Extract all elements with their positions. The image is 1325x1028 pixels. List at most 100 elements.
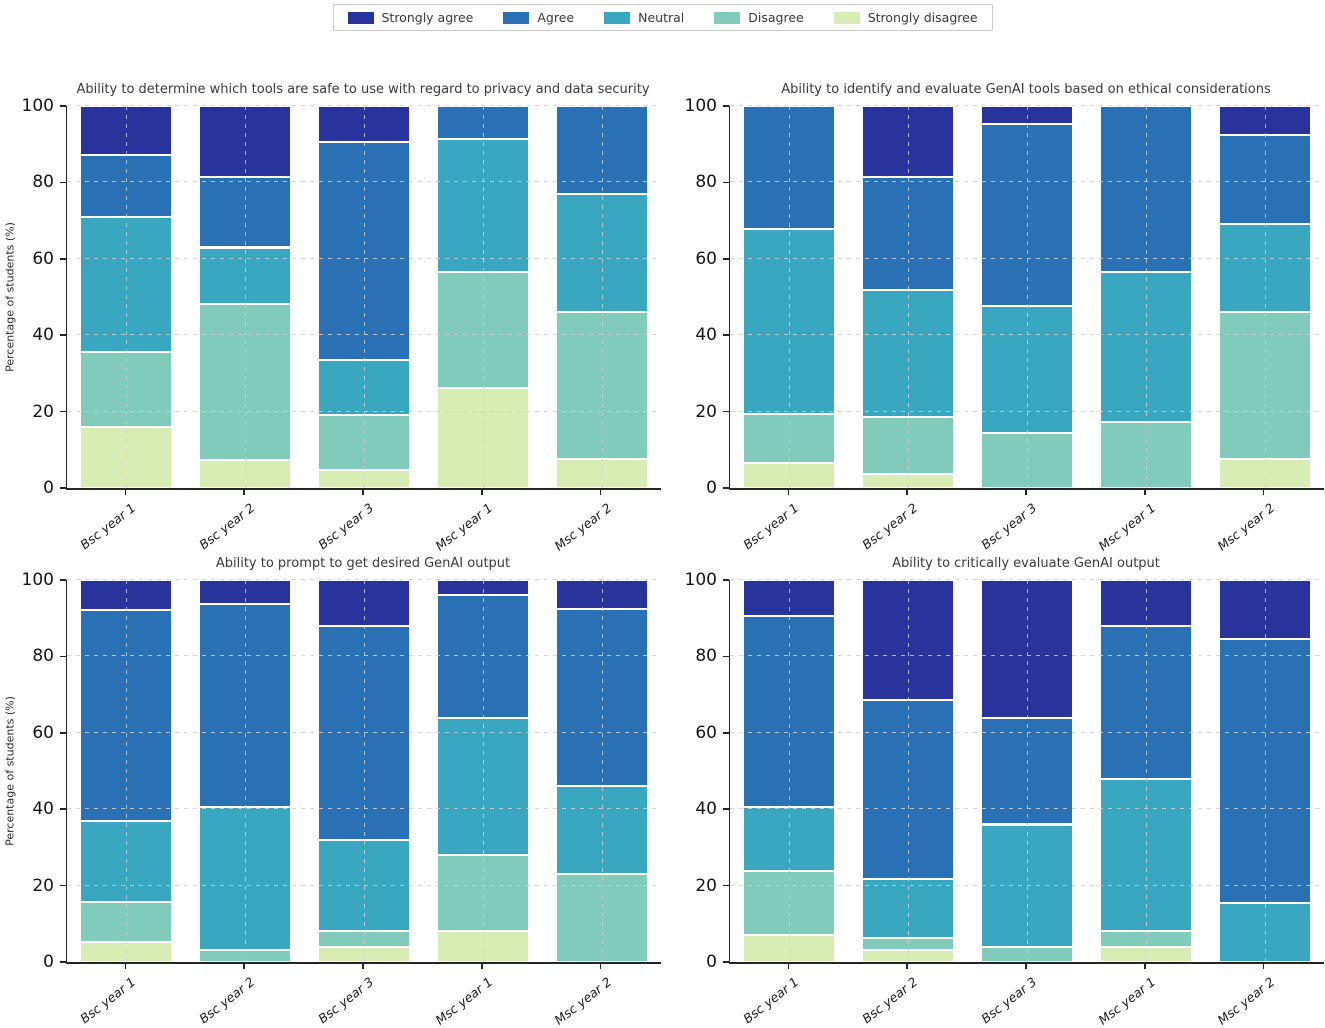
xtick-mark <box>787 964 790 969</box>
xtick-mark <box>243 490 245 495</box>
ytick-mark <box>723 181 729 184</box>
ytick-mark <box>723 105 729 107</box>
ytick-label: 60 <box>695 248 717 269</box>
ytick-label: 100 <box>21 96 54 116</box>
gridline-vertical <box>789 106 791 488</box>
ytick-mark <box>723 410 729 413</box>
ytick-mark <box>60 258 66 260</box>
ytick-label: 80 <box>32 172 54 193</box>
legend-label: Neutral <box>638 10 685 25</box>
xtick-label-bsc-year-3: Bsc year 3 <box>978 500 1040 553</box>
ytick-mark <box>60 884 66 887</box>
ytick-label: 0 <box>43 478 54 498</box>
xtick-mark <box>124 964 127 969</box>
xtick-label-bsc-year-1: Bsc year 1 <box>77 500 139 553</box>
chart-prompting: Ability to prompt to get desired GenAI o… <box>0 546 662 1028</box>
xtick-mark <box>1144 490 1146 495</box>
xtick-mark <box>1025 964 1027 969</box>
ytick-label: 80 <box>695 172 717 193</box>
y-axis-title: Percentage of students (%) <box>3 696 17 846</box>
gridline-vertical <box>1027 106 1028 488</box>
gridline-horizontal <box>67 579 661 580</box>
xtick-label-bsc-year-1: Bsc year 1 <box>740 974 802 1027</box>
xtick-label-bsc-year-1: Bsc year 1 <box>77 974 139 1027</box>
ytick-mark <box>60 579 66 581</box>
xtick-mark <box>362 964 364 969</box>
chart-title: Ability to determine which tools are saf… <box>76 82 650 97</box>
ytick-mark <box>60 655 66 658</box>
chart-title: Ability to prompt to get desired GenAI o… <box>215 556 511 571</box>
legend: Strongly agree Agree Neutral Disagree St… <box>332 4 993 31</box>
xtick-mark <box>1262 964 1265 969</box>
gridline-horizontal <box>67 105 661 106</box>
ytick-mark <box>60 410 66 413</box>
xtick-label-bsc-year-1: Bsc year 1 <box>740 500 802 553</box>
legend-label: Agree <box>537 10 575 25</box>
xtick-mark <box>362 490 364 495</box>
plot-area <box>729 105 1324 490</box>
xtick-mark <box>481 964 483 969</box>
ytick-label: 20 <box>695 875 717 896</box>
ytick-mark <box>723 579 729 581</box>
gridline-vertical <box>126 580 128 962</box>
legend-label: Strongly agree <box>381 10 474 25</box>
ytick-label: 100 <box>684 96 717 116</box>
legend-swatch-agree <box>503 11 530 24</box>
xtick-label-msc-year-1: Msc year 1 <box>432 974 496 1028</box>
xtick-label-bsc-year-3: Bsc year 3 <box>315 974 377 1027</box>
gridline-vertical <box>126 106 128 488</box>
ytick-label: 100 <box>21 570 54 590</box>
ytick-label: 20 <box>32 401 54 422</box>
xtick-label-bsc-year-2: Bsc year 2 <box>859 500 921 553</box>
xtick-mark <box>1262 490 1265 495</box>
legend-item-strongly-agree: Strongly agree <box>347 10 473 25</box>
ytick-label: 0 <box>43 952 54 972</box>
xtick-label-bsc-year-3: Bsc year 3 <box>978 974 1040 1027</box>
ytick-mark <box>723 732 729 734</box>
ytick-label: 100 <box>684 570 717 590</box>
gridline-vertical <box>789 580 791 962</box>
chart-ethical-considerations: Ability to identify and evaluate GenAI t… <box>663 72 1325 554</box>
gridline-vertical <box>908 106 910 488</box>
gridline-horizontal <box>730 579 1324 580</box>
xtick-label-bsc-year-2: Bsc year 2 <box>196 974 258 1027</box>
gridline-vertical <box>1027 580 1028 962</box>
chart-title: Ability to critically evaluate GenAI out… <box>892 556 1160 571</box>
xtick-mark <box>1144 964 1146 969</box>
gridline-vertical <box>601 106 603 488</box>
xtick-mark <box>599 490 602 495</box>
ytick-mark <box>60 961 66 963</box>
xtick-mark <box>787 490 790 495</box>
gridline-vertical <box>1264 580 1266 962</box>
ytick-label: 0 <box>706 952 717 972</box>
ytick-mark <box>723 808 729 810</box>
plot-area <box>66 105 661 490</box>
ytick-mark <box>60 808 66 810</box>
gridline-horizontal <box>730 105 1324 106</box>
xtick-mark <box>243 964 245 969</box>
ytick-mark <box>723 961 729 963</box>
ytick-label: 40 <box>32 799 54 820</box>
xtick-mark <box>599 964 602 969</box>
xtick-label-msc-year-2: Msc year 2 <box>551 974 614 1028</box>
xtick-label-msc-year-2: Msc year 2 <box>1214 974 1277 1028</box>
xtick-label-msc-year-1: Msc year 1 <box>1095 974 1159 1028</box>
legend-item-disagree: Disagree <box>714 10 804 25</box>
gridline-vertical <box>364 580 365 962</box>
y-axis-title: Percentage of students (%) <box>3 222 17 372</box>
chart-title: Ability to identify and evaluate GenAI t… <box>781 82 1271 97</box>
gridline-vertical <box>1145 580 1147 962</box>
gridline-vertical <box>1145 106 1147 488</box>
xtick-label-bsc-year-2: Bsc year 2 <box>859 974 921 1027</box>
xtick-label-bsc-year-2: Bsc year 2 <box>196 500 258 553</box>
legend-item-strongly-disagree: Strongly disagree <box>833 10 978 25</box>
legend-label: Strongly disagree <box>867 10 978 25</box>
legend-swatch-disagree <box>714 11 741 24</box>
ytick-mark <box>723 884 729 887</box>
ytick-mark <box>723 334 729 336</box>
gridline-vertical <box>482 106 484 488</box>
ytick-label: 20 <box>32 875 54 896</box>
xtick-mark <box>1025 490 1027 495</box>
legend-swatch-strongly-disagree <box>833 11 860 24</box>
ytick-mark <box>723 655 729 658</box>
